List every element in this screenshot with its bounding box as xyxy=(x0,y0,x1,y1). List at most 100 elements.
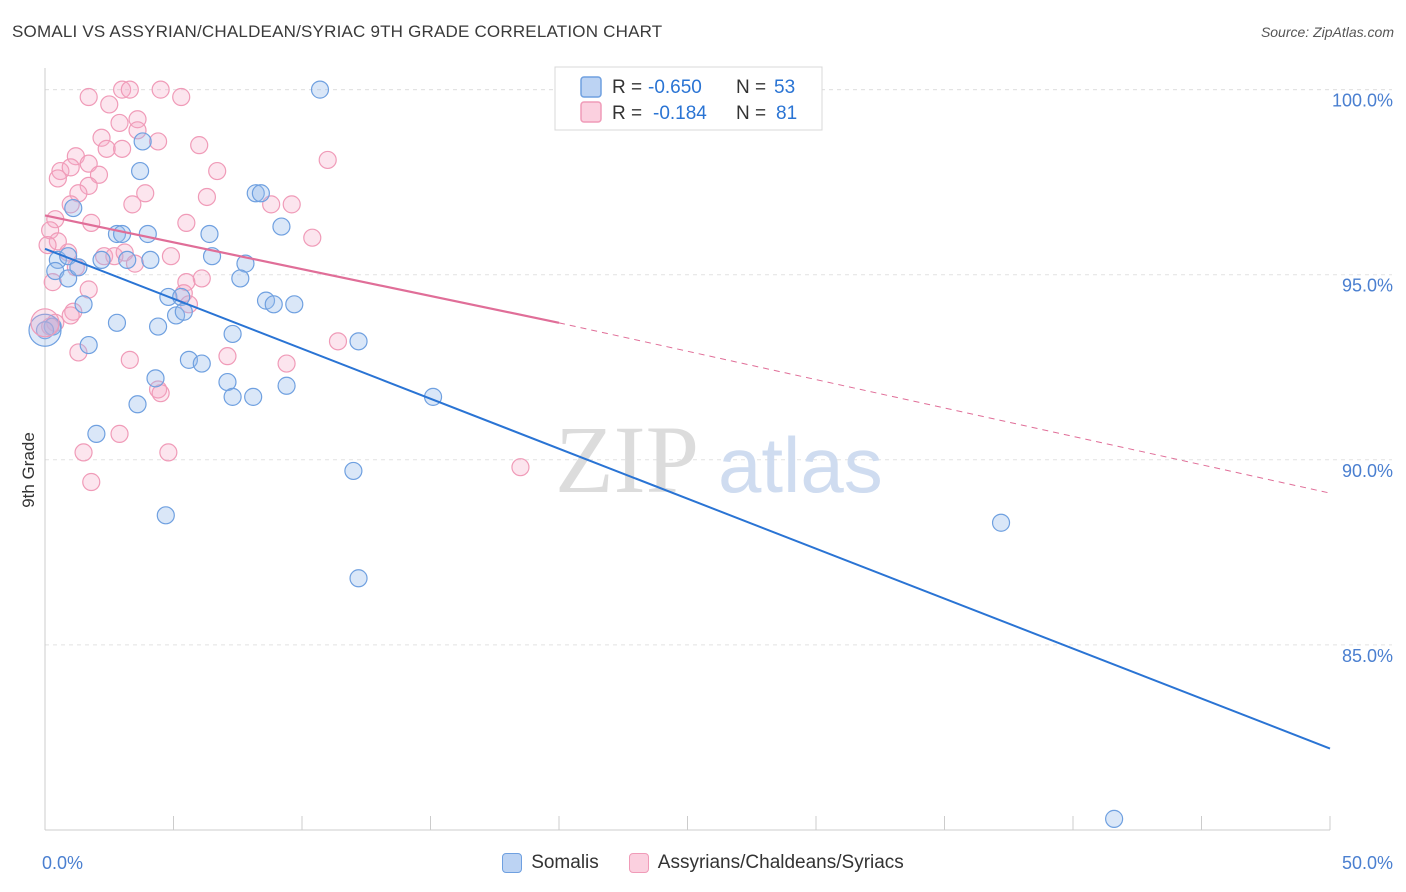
legend-item-somalis: Somalis xyxy=(502,852,599,874)
point-somalis xyxy=(87,424,106,443)
point-assyrians xyxy=(30,308,60,338)
point-assyrians xyxy=(511,458,530,477)
point-assyrians xyxy=(79,87,98,107)
y-tick-label: 90.0% xyxy=(1342,461,1393,481)
point-assyrians xyxy=(303,228,322,247)
point-assyrians xyxy=(262,195,281,214)
point-assyrians xyxy=(115,243,134,262)
point-somalis xyxy=(74,295,93,314)
point-assyrians xyxy=(328,332,348,351)
point-assyrians xyxy=(277,354,296,373)
legend-r-value-1: -0.650 xyxy=(648,77,702,98)
point-assyrians xyxy=(92,128,111,147)
point-assyrians xyxy=(48,232,67,251)
trend-line-somalis xyxy=(44,247,1331,750)
point-assyrians xyxy=(79,154,98,173)
legend-box-assyrians xyxy=(628,853,649,873)
point-assyrians xyxy=(172,87,191,107)
tick-labels: 85.0% 90.0% 95.0% 100.0% 0.0% 50.0% xyxy=(42,91,1393,873)
point-somalis xyxy=(28,313,62,347)
point-assyrians xyxy=(192,269,211,288)
y-tick-label: 95.0% xyxy=(1342,276,1393,296)
point-somalis xyxy=(133,132,152,151)
point-assyrians xyxy=(61,306,80,325)
trend-lines xyxy=(44,214,1331,750)
point-somalis xyxy=(246,184,265,203)
point-somalis xyxy=(223,324,242,344)
point-somalis xyxy=(138,224,157,244)
point-assyrians xyxy=(120,350,139,369)
y-tick-label: 85.0% xyxy=(1342,646,1393,666)
axes xyxy=(44,68,1331,831)
grid xyxy=(45,89,1392,646)
point-somalis xyxy=(192,354,211,373)
chart-title: SOMALI VS ASSYRIAN/CHALDEAN/SYRIAC 9TH G… xyxy=(12,22,663,41)
point-somalis xyxy=(223,387,242,406)
legend-r-label-1: R = xyxy=(612,77,642,98)
point-somalis xyxy=(310,80,330,99)
point-somalis xyxy=(349,569,368,588)
point-somalis xyxy=(146,369,165,388)
trend-line-assyrians xyxy=(44,214,560,324)
point-assyrians xyxy=(112,80,132,99)
point-assyrians xyxy=(79,176,98,195)
point-assyrians xyxy=(218,347,237,366)
point-assyrians xyxy=(148,132,168,151)
point-somalis xyxy=(128,395,147,414)
point-somalis xyxy=(148,317,168,336)
point-assyrians xyxy=(38,235,57,255)
point-somalis xyxy=(130,161,150,181)
point-assyrians xyxy=(282,195,301,214)
source-label: Source: ZipAtlas.com xyxy=(1260,24,1394,40)
point-assyrians xyxy=(208,161,227,181)
watermark: ZIP atlas xyxy=(555,406,883,513)
legend-r-label-2: R = xyxy=(612,103,642,124)
legend-n-label-1: N = xyxy=(736,77,766,98)
point-somalis xyxy=(118,250,137,270)
point-assyrians xyxy=(151,80,170,99)
legend-n-value-1: 53 xyxy=(774,77,795,98)
point-assyrians xyxy=(82,472,101,492)
point-somalis xyxy=(59,269,78,288)
x-tick-label: 50.0% xyxy=(1342,853,1393,873)
legend-swatch-assyrians xyxy=(580,101,602,123)
point-assyrians xyxy=(190,136,209,155)
point-assyrians xyxy=(318,150,337,170)
point-assyrians xyxy=(51,161,70,181)
stats-legend: R = -0.650 N = 53 R = -0.184 N = 81 xyxy=(554,66,823,131)
point-somalis xyxy=(349,332,368,351)
point-assyrians xyxy=(112,139,132,158)
point-somalis xyxy=(344,461,363,481)
point-somalis xyxy=(231,269,250,288)
x-tick-label: 0.0% xyxy=(42,853,83,873)
point-somalis xyxy=(244,387,263,406)
point-somalis xyxy=(112,224,132,244)
point-assyrians xyxy=(197,187,217,207)
point-somalis xyxy=(272,217,291,236)
legend-item-assyrians: Assyrians/Chaldeans/Syriacs xyxy=(628,852,904,874)
point-somalis xyxy=(107,313,127,332)
point-somalis xyxy=(991,513,1011,532)
point-assyrians xyxy=(89,165,109,184)
watermark-zip: ZIP xyxy=(555,406,699,513)
point-assyrians xyxy=(74,443,93,462)
point-somalis xyxy=(1105,809,1124,828)
point-somalis xyxy=(64,198,83,218)
series-legend: Somalis Assyrians/Chaldeans/Syriacs xyxy=(0,852,1406,874)
point-somalis xyxy=(264,295,283,314)
point-assyrians xyxy=(177,213,196,232)
legend-n-value-2: 81 xyxy=(776,103,797,124)
point-assyrians xyxy=(128,121,147,140)
point-assyrians xyxy=(161,247,181,266)
point-somalis xyxy=(277,376,296,395)
legend-n-label-2: N = xyxy=(736,103,766,124)
point-somalis xyxy=(172,287,191,307)
legend-box-somalis xyxy=(502,853,523,873)
y-tick-label: 100.0% xyxy=(1332,91,1393,111)
point-assyrians xyxy=(136,184,155,203)
point-somalis xyxy=(141,250,160,270)
point-assyrians xyxy=(61,158,80,177)
y-axis-label: 9th Grade xyxy=(19,432,38,508)
point-somalis xyxy=(35,321,55,340)
